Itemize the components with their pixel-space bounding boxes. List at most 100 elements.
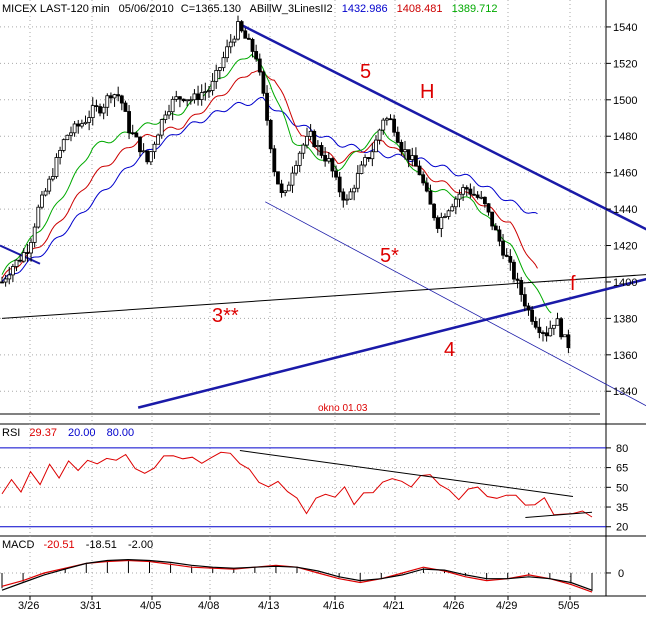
candle-body <box>18 259 23 262</box>
candle-body <box>148 151 153 163</box>
candle-body <box>0 281 4 284</box>
candle-body <box>232 38 237 43</box>
date-tick-label: 4/29 <box>496 600 517 612</box>
rsi-title: RSI 29.37 20.00 80.00 <box>2 427 134 439</box>
candle-body <box>257 58 262 73</box>
candle-body <box>472 193 476 196</box>
rsi-tick-label: 65 <box>616 463 628 475</box>
candle-body <box>196 93 200 100</box>
candle-body <box>319 145 324 156</box>
candle-body <box>370 151 375 160</box>
candle-body <box>98 106 102 114</box>
candle-body <box>79 123 84 127</box>
candle-body <box>145 150 150 163</box>
candle-body <box>530 309 534 322</box>
candle-body <box>305 135 309 146</box>
candle-body <box>297 152 302 166</box>
candle-body <box>315 145 320 147</box>
candle-body <box>188 99 193 102</box>
candle-body <box>461 187 466 195</box>
candle-body <box>141 150 146 153</box>
rsi-panel: 20 35 50 65 80 <box>0 443 628 534</box>
candle-body <box>410 155 415 160</box>
price-tick-label: 1480 <box>613 131 637 143</box>
candle-body <box>294 165 298 174</box>
moving-average-line <box>1 96 538 283</box>
date-axis-ticks: 3/26 3/31 4/05 4/08 4/13 4/16 4/21 4/26 4/29 5/05 <box>18 596 579 612</box>
okno-label: okno 01.03 <box>318 403 368 414</box>
candle-body <box>559 318 564 338</box>
candle-body <box>555 318 560 326</box>
candle-body <box>334 170 338 178</box>
candle-body <box>432 203 436 219</box>
candle-body <box>475 194 480 198</box>
candle-body <box>450 206 455 212</box>
candle-body <box>406 149 411 160</box>
candle-body <box>156 134 161 145</box>
price-tick-label: 1540 <box>613 22 637 34</box>
label-h: H <box>420 81 434 103</box>
candle-body <box>548 327 553 337</box>
label-five: 5 <box>360 61 371 83</box>
candle-body <box>381 119 386 131</box>
candle-body <box>359 164 364 174</box>
chart-title: MICEX LAST-120 min 05/06/2010 C=1365.130… <box>2 3 498 15</box>
candle-body <box>199 92 204 100</box>
candle-body <box>374 139 378 153</box>
candle-body <box>40 194 44 208</box>
candle-body <box>508 256 513 263</box>
rsi-tick-label: 35 <box>616 502 628 514</box>
trendline <box>237 22 646 231</box>
candle-body <box>544 332 549 337</box>
candle-body <box>326 158 331 162</box>
candle-body <box>25 252 30 254</box>
date-tick-label: 4/05 <box>140 600 161 612</box>
trendline <box>1 274 646 319</box>
candle-body <box>286 184 291 192</box>
candle-body <box>352 187 357 193</box>
macd-tick-label: 0 <box>618 568 624 580</box>
candle-body <box>395 131 400 143</box>
candle-body <box>3 278 8 283</box>
candle-body <box>551 324 556 329</box>
price-tick-label: 1340 <box>613 386 637 398</box>
candle-body <box>392 118 397 133</box>
candle-body <box>479 196 484 199</box>
moving-average-line <box>1 70 538 279</box>
date-tick-label: 4/26 <box>443 600 464 612</box>
candle-body <box>265 92 269 121</box>
candle-body <box>363 157 367 166</box>
candle-body <box>90 105 95 119</box>
candle-body <box>50 176 55 180</box>
candle-body <box>388 118 393 121</box>
candle-body <box>178 96 182 100</box>
candle-body <box>109 95 113 99</box>
candle-body <box>250 38 255 52</box>
label-four: 4 <box>444 339 455 361</box>
candle-body <box>312 130 317 147</box>
candle-body <box>83 121 88 125</box>
candle-body <box>225 46 230 59</box>
candle-body <box>272 148 277 173</box>
candle-body <box>493 225 498 231</box>
candle-body <box>58 150 62 158</box>
candle-body <box>366 157 371 160</box>
candle-body <box>32 226 37 243</box>
candle-body <box>323 155 328 162</box>
price-tick-label: 1420 <box>613 241 637 253</box>
candle-body <box>330 158 335 172</box>
date-tick-label: 4/21 <box>383 600 404 612</box>
price-tick-label: 1500 <box>613 95 637 107</box>
candle-body <box>69 132 73 136</box>
candle-body <box>486 203 491 213</box>
candle-body <box>130 132 135 135</box>
candle-body <box>341 191 346 201</box>
candle-body <box>533 320 538 328</box>
candle-body <box>537 326 542 333</box>
candle-body <box>210 80 215 91</box>
candle-body <box>192 93 197 101</box>
rsi-line <box>1 451 593 518</box>
candle-body <box>181 98 186 102</box>
